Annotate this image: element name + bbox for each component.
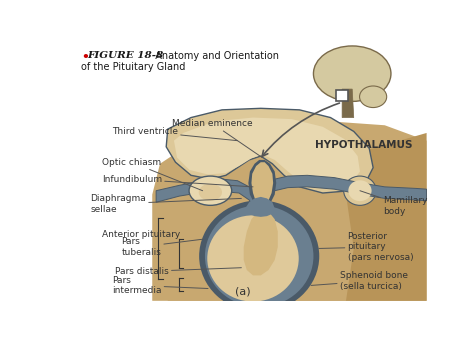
- Ellipse shape: [205, 206, 313, 307]
- Text: (a): (a): [235, 287, 251, 297]
- Polygon shape: [248, 160, 276, 209]
- Text: Optic chiasm: Optic chiasm: [102, 158, 202, 191]
- Text: Posterior
pituitary
(pars nervosa): Posterior pituitary (pars nervosa): [319, 232, 413, 262]
- Polygon shape: [156, 175, 427, 218]
- Polygon shape: [245, 197, 275, 217]
- Polygon shape: [152, 121, 427, 301]
- Ellipse shape: [189, 176, 232, 206]
- Ellipse shape: [348, 180, 372, 201]
- Text: FIGURE 18-8: FIGURE 18-8: [87, 51, 164, 61]
- Ellipse shape: [360, 86, 387, 107]
- Text: Third ventricle: Third ventricle: [112, 127, 237, 141]
- Text: Sphenoid bone
(sella turcica): Sphenoid bone (sella turcica): [311, 271, 408, 290]
- Text: Pars
intermedia: Pars intermedia: [112, 276, 208, 295]
- Text: HYPOTHALAMUS: HYPOTHALAMUS: [315, 140, 412, 149]
- Text: Anatomy and Orientation: Anatomy and Orientation: [149, 51, 279, 61]
- Text: •: •: [81, 51, 89, 64]
- Polygon shape: [251, 162, 273, 206]
- Text: Pars
tuberalis: Pars tuberalis: [121, 237, 202, 257]
- Text: Infundibulum: Infundibulum: [102, 175, 253, 187]
- Polygon shape: [166, 108, 373, 193]
- Text: Median eminence: Median eminence: [173, 119, 262, 158]
- Text: Mamillary
body: Mamillary body: [360, 191, 428, 216]
- Text: of the Pituitary Gland: of the Pituitary Gland: [81, 62, 185, 72]
- Polygon shape: [244, 209, 278, 275]
- Ellipse shape: [207, 215, 299, 301]
- Polygon shape: [342, 89, 354, 118]
- Text: Pars distalis: Pars distalis: [115, 267, 241, 276]
- Ellipse shape: [199, 184, 222, 201]
- Polygon shape: [168, 141, 354, 301]
- Text: Anterior pituitary: Anterior pituitary: [102, 230, 180, 239]
- Ellipse shape: [313, 46, 391, 101]
- Text: Diaphragma
sellae: Diaphragma sellae: [90, 194, 241, 214]
- FancyBboxPatch shape: [336, 90, 348, 101]
- Ellipse shape: [344, 176, 376, 206]
- Polygon shape: [174, 118, 360, 189]
- Polygon shape: [323, 133, 427, 301]
- Ellipse shape: [199, 200, 319, 312]
